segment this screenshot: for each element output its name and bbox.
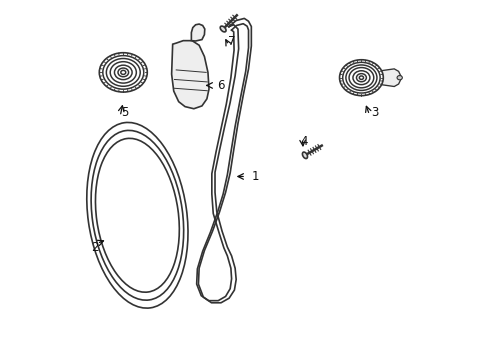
Polygon shape <box>192 24 205 41</box>
Polygon shape <box>377 69 401 86</box>
Text: 6: 6 <box>217 79 224 92</box>
Ellipse shape <box>99 53 147 92</box>
Ellipse shape <box>220 26 226 32</box>
Ellipse shape <box>302 152 308 158</box>
Text: 7: 7 <box>228 35 236 48</box>
Text: 3: 3 <box>371 106 379 119</box>
Ellipse shape <box>340 60 383 96</box>
Text: 5: 5 <box>121 106 128 119</box>
Text: 4: 4 <box>301 135 308 148</box>
Polygon shape <box>172 41 209 109</box>
Text: 1: 1 <box>252 170 260 183</box>
Text: 2: 2 <box>92 240 99 253</box>
Ellipse shape <box>397 76 402 80</box>
